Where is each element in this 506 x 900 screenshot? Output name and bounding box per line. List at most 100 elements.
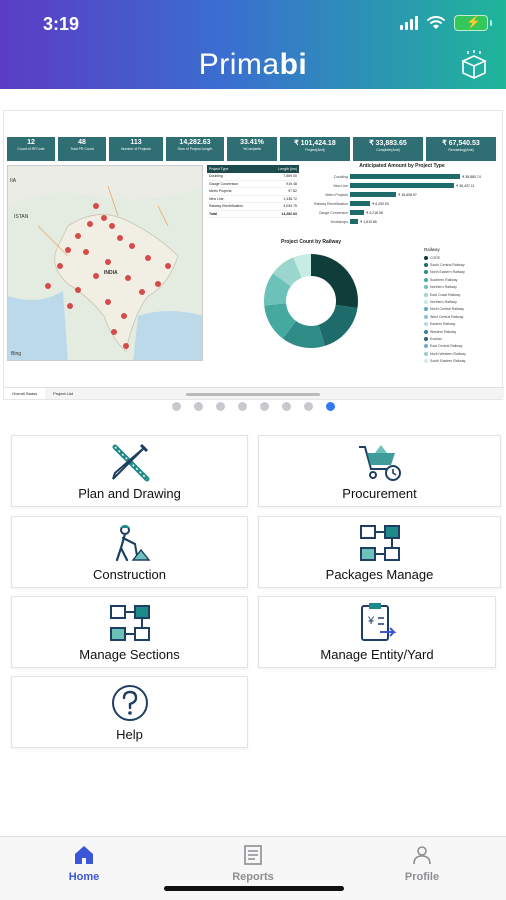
kpi-card: ₹ 33,883.65 Complete(Amt)	[353, 137, 423, 161]
tile-label: Procurement	[342, 486, 417, 501]
battery-icon: ⚡	[454, 15, 492, 31]
nav-home[interactable]: Home	[39, 845, 129, 883]
legend-item: North Central Railway	[424, 306, 500, 313]
bar	[350, 201, 370, 206]
bar-label: Doubling	[334, 175, 348, 179]
home-indicator	[164, 886, 344, 891]
table-row: Metro Projects 97.82	[207, 188, 299, 196]
kpi-card: 33.41% %Complete	[227, 137, 277, 161]
bar	[350, 210, 364, 215]
map-label-region: ISTAN	[14, 214, 29, 220]
map-label-country: INDIA	[104, 270, 118, 276]
kpi-card: 48 Total PR Count	[58, 137, 106, 161]
bar-value: ₹ 38,880.74	[462, 175, 481, 179]
table-row: Doubling 7,569.00	[207, 173, 299, 181]
table-row: Railway Electrification 4,093.75	[207, 203, 299, 211]
package-box-icon[interactable]	[458, 50, 490, 82]
bar-label: Railway Electrification	[314, 202, 348, 206]
nav-label: Home	[68, 871, 100, 883]
help-tile[interactable]: Help	[11, 676, 248, 748]
carousel-dot[interactable]	[237, 402, 247, 411]
legend-item: South Central Railway	[424, 261, 500, 268]
bar-label: Workshops	[331, 220, 349, 224]
project-count-donut: Project Count by Railway	[207, 239, 415, 361]
legend-item: North Eastern Railway	[424, 269, 500, 276]
tile-label: Manage Entity/Yard	[320, 647, 434, 662]
manage-entity-yard-tile[interactable]: ¥ Manage Entity/Yard	[258, 596, 496, 668]
legend-item: Western Railway	[424, 328, 500, 335]
carousel-dot[interactable]	[193, 402, 203, 411]
carousel-dot[interactable]	[259, 402, 269, 411]
nav-reports[interactable]: Reports	[208, 845, 298, 883]
tile-label: Help	[116, 727, 143, 742]
bar-label: Metro Projects	[325, 193, 348, 197]
procurement-tile[interactable]: Procurement	[258, 435, 501, 507]
entity-clipboard-icon: ¥	[361, 603, 397, 641]
sections-flowchart-icon	[109, 605, 150, 641]
legend-item: East Central Railway	[424, 343, 500, 350]
carousel-dot[interactable]	[303, 402, 313, 411]
table-row-total: Total 14,282.63	[207, 211, 299, 218]
tab-project-list[interactable]: Project List	[53, 391, 73, 396]
kpi-card: 14,282.63 Sum of Project Length	[166, 137, 224, 161]
project-map[interactable]: ISTAN IIA INDIA Bing	[7, 165, 203, 361]
wifi-icon	[426, 16, 446, 29]
anticipated-chart-title: Anticipated Amount by Project Type	[359, 163, 445, 169]
carousel-dot-active[interactable]	[325, 402, 335, 411]
legend-item: East Coast Railway	[424, 291, 500, 298]
kpi-card: 113 Number of Projects	[109, 137, 163, 161]
legend-item: Northern Railway	[424, 298, 500, 305]
manage-sections-tile[interactable]: Manage Sections	[11, 596, 248, 668]
plan-drawing-icon	[111, 443, 149, 482]
nav-profile[interactable]: Profile	[377, 845, 467, 883]
kpi-card: 12 Count of RFCode	[7, 137, 55, 161]
project-type-table: Project Type Length (km) Doubling 7,569.00…	[207, 165, 299, 235]
home-icon	[75, 846, 93, 864]
carousel-dot[interactable]	[215, 402, 225, 411]
legend-item: CORE	[424, 254, 500, 261]
map-credit: Bing	[11, 351, 22, 357]
legend-item: Eastern Railway	[424, 321, 500, 328]
bar-value: ₹ 15,608.97	[398, 193, 417, 197]
tab-overall-status[interactable]: Overall Status	[4, 388, 46, 399]
reports-icon	[244, 845, 262, 865]
table-header: Project Type Length (km)	[207, 165, 299, 173]
table-row: New Line 1,338.72	[207, 196, 299, 203]
carousel-dot[interactable]	[281, 402, 291, 411]
carousel-dots[interactable]	[0, 402, 506, 411]
bar-value: ₹ 4,216.08	[366, 211, 383, 215]
legend-item: Konkan	[424, 335, 500, 342]
bar-label: Gauge Conversion	[319, 211, 348, 215]
bar	[350, 174, 460, 179]
legend-item: Northern Railway	[424, 284, 500, 291]
help-icon	[111, 685, 148, 721]
procurement-cart-icon	[358, 445, 401, 481]
anticipated-amount-chart: Anticipated Amount by Project Type Doubl…	[304, 163, 500, 235]
carousel-dot[interactable]	[171, 402, 181, 411]
table-row: Gauge Conversion 919.48	[207, 181, 299, 188]
construction-tile[interactable]: Construction	[11, 516, 248, 588]
plan-and-drawing-tile[interactable]: Plan and Drawing	[11, 435, 248, 507]
dashboard-banner[interactable]: 12 Count of RFCode 48 Total PR Count 113 Nu…	[3, 110, 504, 400]
bar-value: ₹ 6,200.00	[372, 202, 389, 206]
packages-manage-tile[interactable]: Packages Manage	[258, 516, 501, 588]
map-land-shape	[8, 166, 202, 360]
legend-title: Railway	[424, 247, 440, 252]
tile-label: Plan and Drawing	[78, 486, 181, 501]
nav-label: Profile	[404, 871, 440, 883]
legend-item: Southern Railway	[424, 276, 500, 283]
nav-label: Reports	[232, 871, 274, 883]
legend-item: North Western Railway	[424, 350, 500, 357]
map-markers	[45, 203, 171, 349]
app-logo-title: Primabi	[198, 48, 308, 81]
donut-title: Project Count by Railway	[280, 239, 341, 245]
bar	[350, 192, 396, 197]
svg-text:¥: ¥	[367, 615, 375, 627]
cellular-signal-icon	[400, 16, 418, 30]
profile-icon	[413, 846, 431, 865]
construction-worker-icon	[115, 525, 150, 562]
tile-label: Packages Manage	[325, 567, 434, 582]
tile-label: Construction	[93, 567, 166, 582]
bar	[350, 183, 454, 188]
anticipated-bars: Doubling New Line Metro Projects Railway…	[314, 174, 481, 224]
